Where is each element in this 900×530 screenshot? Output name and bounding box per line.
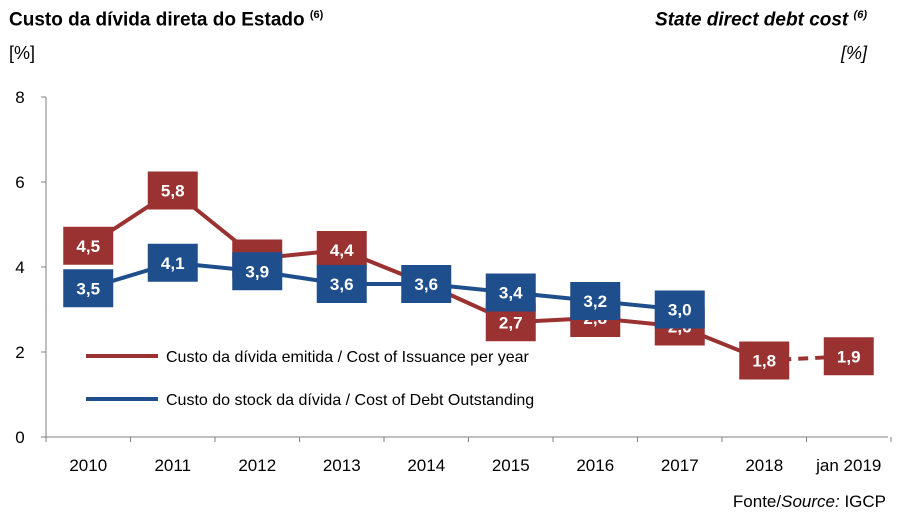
legend-issuance-label: Custo da dívida emitida / Cost of Issuan… (166, 349, 530, 366)
outstanding-series-data-label: 4,1 (161, 254, 185, 273)
title-note-en: (6) (853, 9, 867, 21)
outstanding-series-data-label: 3,9 (245, 262, 269, 281)
outstanding-series-data-label: 3,2 (583, 292, 607, 311)
x-tick-label: 2011 (154, 456, 191, 475)
issuance-series-data-label: 1,9 (837, 347, 861, 366)
x-tick-label: 2012 (238, 456, 276, 475)
outstanding-series-label-box (654, 290, 705, 329)
source-name: IGCP (844, 492, 886, 511)
legend-outstanding-label: Custo do stock da dívida / Cost of Debt … (166, 392, 534, 409)
x-tick-label: 2015 (492, 456, 530, 475)
y-tick-label: 6 (15, 173, 24, 192)
outstanding-series-label-box (485, 273, 536, 312)
x-tick-label: jan 2019 (815, 456, 881, 475)
outstanding-series-label-box (316, 265, 367, 303)
issuance-series-label-box (63, 226, 114, 265)
outstanding-series-label-box (570, 282, 621, 320)
issuance-series-data-label: 1,8 (752, 352, 776, 371)
issuance-series-label-box (823, 337, 874, 376)
unit-label-left: [%] (9, 43, 36, 63)
outstanding-series-data-label: 3,5 (76, 279, 100, 298)
outstanding-series-data-label: 3,4 (499, 284, 523, 303)
x-tick-label: 2010 (69, 456, 107, 475)
issuance-series-data-label: 2,7 (499, 313, 523, 332)
outstanding-series-data-label: 3,6 (414, 275, 438, 294)
x-tick-label: 2016 (576, 456, 614, 475)
issuance-series-label-box (316, 231, 367, 269)
issuance-series-data-label: 4,5 (76, 237, 100, 256)
title-note-pt: (6) (309, 9, 324, 21)
x-tick-label: 2018 (745, 456, 783, 475)
issuance-series-label-box (147, 171, 198, 210)
issuance-series-label-box (739, 341, 790, 380)
chart-title-en-text: State direct debt cost (655, 9, 849, 31)
source-prefix: Fonte/ (732, 492, 782, 511)
x-tick-label: 2017 (661, 456, 699, 475)
outstanding-series-label-box (232, 252, 283, 291)
source-note: Fonte/Source: IGCP (733, 492, 886, 512)
chart-title-pt-text: Custo da dívida direta do Estado (9, 9, 305, 31)
x-tick-label: 2014 (407, 456, 445, 475)
chart-title-en: State direct debt cost (6) (655, 9, 867, 31)
unit-label-right: [%] (840, 43, 867, 63)
y-tick-label: 8 (15, 88, 24, 107)
outstanding-series-label-box (147, 243, 198, 282)
outstanding-series-label-box (63, 269, 114, 308)
outstanding-series-data-label: 3,6 (330, 275, 354, 294)
x-tick-label: 2013 (323, 456, 361, 475)
issuance-series-data-label: 4,4 (330, 241, 354, 260)
issuance-series-data-label: 5,8 (161, 182, 185, 201)
y-tick-label: 4 (15, 258, 24, 277)
chart-title-pt: Custo da dívida direta do Estado (6) (9, 9, 323, 31)
y-tick-label: 0 (15, 428, 24, 447)
outstanding-series-data-label: 3,0 (668, 301, 692, 320)
y-tick-label: 2 (15, 343, 24, 362)
outstanding-series-label-box (401, 265, 452, 303)
source-italic: Source: (781, 492, 840, 511)
